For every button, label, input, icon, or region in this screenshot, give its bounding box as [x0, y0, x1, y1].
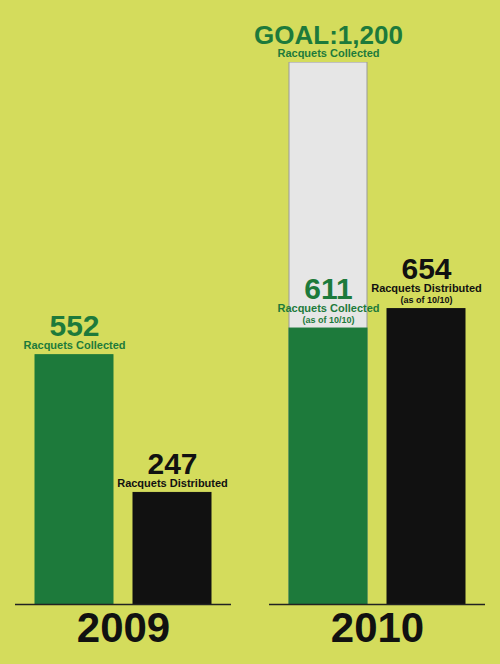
- svg-text:Racquets Distributed: Racquets Distributed: [371, 282, 482, 295]
- svg-text:Racquets Collected: Racquets Collected: [23, 339, 126, 352]
- svg-text:552: 552: [49, 309, 99, 342]
- svg-text:2010: 2010: [331, 604, 424, 651]
- svg-text:Racquets Distributed: Racquets Distributed: [117, 476, 228, 489]
- svg-text:2009: 2009: [77, 604, 170, 651]
- svg-text:Racquets Collected: Racquets Collected: [277, 301, 380, 314]
- svg-text:(as of 10/10): (as of 10/10): [400, 295, 452, 305]
- svg-text:GOAL:1,200: GOAL:1,200: [254, 20, 403, 50]
- svg-text:247: 247: [147, 447, 197, 480]
- svg-text:(as of 10/10): (as of 10/10): [302, 315, 354, 325]
- svg-text:Racquets Collected: Racquets Collected: [277, 46, 380, 59]
- svg-text:654: 654: [401, 252, 451, 285]
- svg-text:611: 611: [304, 272, 352, 305]
